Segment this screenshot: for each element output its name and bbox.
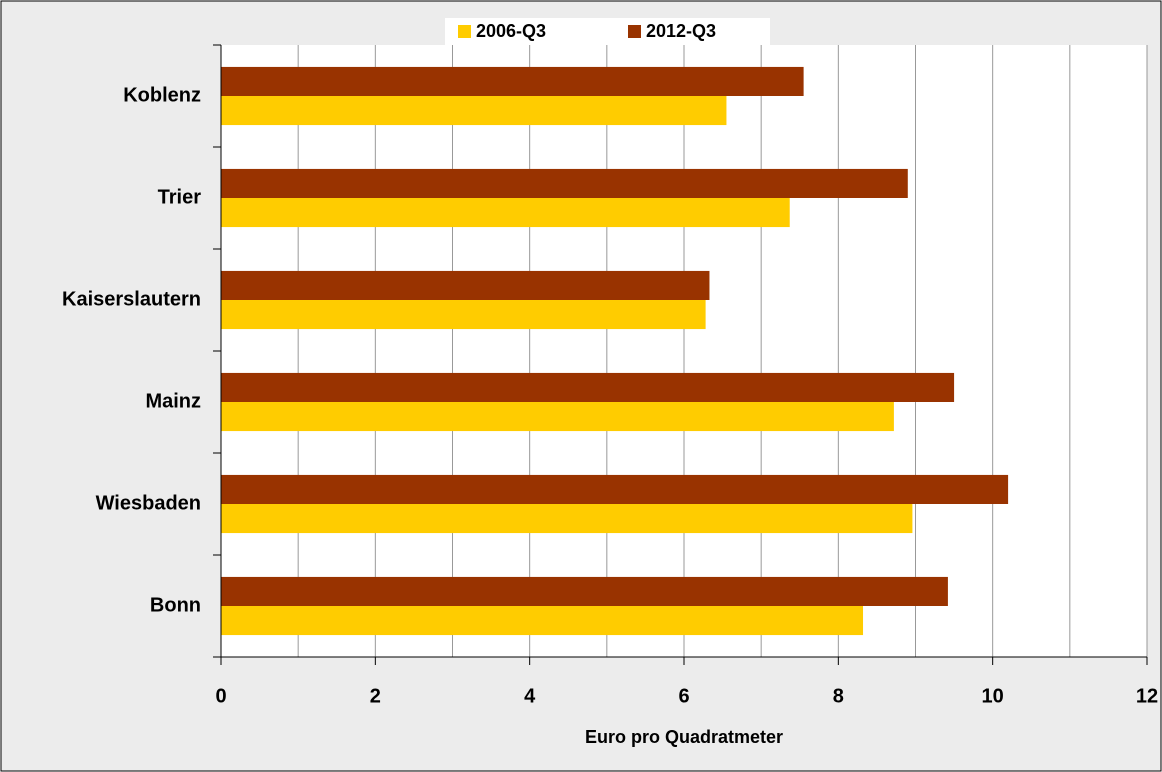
x-tick-label: 10	[982, 685, 1004, 707]
bar	[221, 300, 706, 330]
legend-swatch	[628, 25, 641, 38]
bar	[221, 504, 913, 534]
x-tick-label: 4	[524, 685, 536, 707]
x-tick-label: 2	[370, 685, 381, 707]
bar	[221, 270, 710, 300]
y-tick-label: Bonn	[150, 594, 201, 616]
bar	[221, 576, 948, 606]
x-axis-label: Euro pro Quadratmeter	[585, 727, 783, 747]
x-tick-label: 6	[678, 685, 689, 707]
legend-label: 2006-Q3	[476, 21, 546, 41]
y-tick-label: Trier	[158, 186, 202, 208]
bar	[221, 606, 864, 636]
y-tick-label: Mainz	[145, 390, 201, 412]
legend-label: 2012-Q3	[646, 21, 716, 41]
bar	[221, 402, 894, 432]
bar	[221, 96, 727, 126]
y-tick-label: Koblenz	[123, 84, 201, 106]
legend-box	[445, 18, 770, 45]
bar	[221, 66, 804, 96]
x-tick-label: 0	[215, 685, 226, 707]
bar	[221, 474, 1009, 504]
y-tick-label: Wiesbaden	[96, 492, 201, 514]
x-tick-label: 12	[1136, 685, 1158, 707]
legend-swatch	[458, 25, 471, 38]
x-tick-label: 8	[833, 685, 844, 707]
bar	[221, 168, 908, 198]
bar	[221, 198, 790, 228]
y-tick-label: Kaiserslautern	[62, 288, 201, 310]
bar	[221, 372, 955, 402]
